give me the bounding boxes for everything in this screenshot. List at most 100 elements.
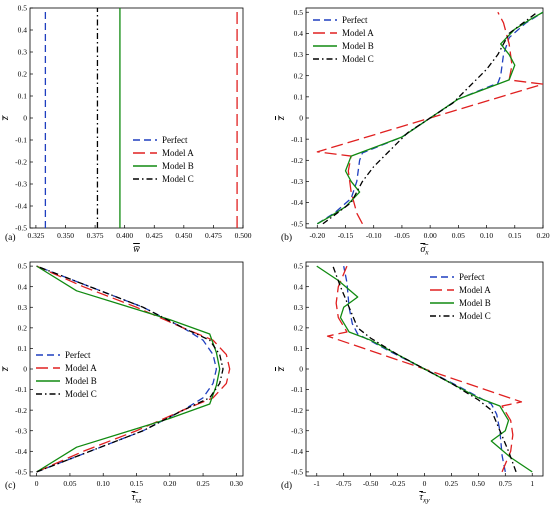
x-tick-label: 0.10 (97, 479, 110, 488)
y-tick-label: 0.5 (294, 262, 304, 271)
panel-a: 0.325 0.350 0.375 0.400 0.425 0.450 0.475 0.500… (0, 4, 252, 255)
y-tick-label: 0.3 (294, 50, 304, 59)
x-tick-label: 0.20 (163, 479, 176, 488)
y-tick-label: 0.4 (18, 26, 28, 35)
legend-label-model-b: Model B (342, 41, 374, 51)
series-line-model-b (36, 265, 221, 473)
legend-label-perfect: Perfect (459, 272, 485, 282)
legend-label-model-a: Model A (65, 363, 97, 373)
y-tick-label: 0.5 (294, 8, 304, 17)
y-tick-label: -0.4 (15, 202, 27, 211)
legend-label-model-b: Model B (162, 161, 194, 171)
y-tick-label: -0.3 (15, 426, 27, 435)
series-group (316, 11, 543, 225)
y-tick-label: -0.1 (15, 136, 27, 145)
x-tick-label: 0.00 (424, 231, 437, 240)
legend-label-model-c: Model C (342, 54, 374, 64)
y-tick-label: 0.2 (294, 71, 304, 80)
series-line-model-c (36, 265, 224, 473)
panel-c: 0 0.05 0.10 0.15 0.20 0.25 0.30 -0.5 -0.4 -0.3 -0.… (0, 261, 244, 505)
series-line-model-c (332, 265, 517, 473)
y-tick-label: 0 (299, 365, 303, 374)
x-tick-label: 0.15 (130, 479, 143, 488)
series-line-model-c (322, 11, 538, 225)
y-tick-label: 0 (23, 114, 27, 123)
plot-frame (29, 261, 244, 477)
legend-label-perfect: Perfect (162, 135, 188, 145)
legend-label-perfect: Perfect (342, 15, 368, 25)
y-tick-label: -0.4 (15, 447, 27, 456)
series-group (316, 265, 533, 473)
y-tick-label: -0.1 (291, 135, 303, 144)
y-tick-label: 0.3 (18, 48, 28, 57)
x-tick-label: 0.20 (536, 231, 549, 240)
x-axis-label: w̅ (133, 244, 140, 255)
x-axis-label: τ̅xy (419, 492, 430, 505)
y-tick-label: -0.2 (291, 406, 303, 415)
y-axis-label: z̅ (276, 365, 287, 372)
panel-label: (d) (281, 480, 292, 491)
y-tick-label: -0.5 (15, 467, 27, 476)
y-tick-label: -0.2 (291, 156, 303, 165)
series-group (36, 265, 231, 473)
x-tick-label: 0.05 (63, 479, 76, 488)
y-tick-label: -0.4 (291, 447, 303, 456)
x-tick-label: 0.75 (499, 479, 512, 488)
x-tick-label: -0.10 (366, 231, 382, 240)
y-tick-label: 0.3 (18, 303, 28, 312)
y-tick-label: 0.4 (18, 282, 28, 291)
y-tick-label: 0.1 (294, 92, 304, 101)
x-tick-label: 0.375 (87, 231, 104, 240)
x-tick-label: -0.20 (309, 231, 325, 240)
x-tick-label: -0.25 (390, 479, 406, 488)
panel-b: -0.20 -0.15 -0.10 -0.05 0.00 0.05 0.10 0.15 0.20… (276, 7, 550, 257)
y-tick-label: -0.2 (15, 406, 27, 415)
y-tick-label: -0.3 (291, 426, 303, 435)
x-tick-label: 0.500 (235, 231, 252, 240)
y-tick-label: -0.4 (291, 198, 303, 207)
x-tick-label: 0.25 (197, 479, 210, 488)
y-axis-label: z̅ (276, 114, 287, 121)
x-tick-label: 0.475 (205, 231, 222, 240)
panel-label: (a) (5, 232, 16, 243)
legend-label-model-c: Model C (162, 174, 194, 184)
legend: Perfect Model A Model B Model C (313, 15, 374, 64)
x-tick-label: 0 (35, 479, 39, 488)
x-tick-label: 0.425 (146, 231, 163, 240)
y-tick-label: 0.4 (294, 282, 304, 291)
y-tick-label: -0.1 (291, 385, 303, 394)
x-axis-label: τ̅xz (132, 492, 142, 505)
legend-label-model-a: Model A (342, 28, 374, 38)
y-tick-label: 0.2 (18, 323, 28, 332)
x-tick-label: -0.50 (363, 479, 379, 488)
legend: Perfect Model A Model B Model C (36, 350, 97, 399)
panel-label: (b) (281, 232, 292, 243)
panel-label: (c) (5, 480, 16, 491)
y-tick-label: 0.1 (294, 344, 304, 353)
x-tick-label: 0.350 (57, 231, 74, 240)
y-tick-label: 0.3 (294, 303, 304, 312)
y-tick-label: -0.5 (15, 224, 27, 233)
x-tick-label: 0.15 (508, 231, 521, 240)
x-tick-label: -0.15 (338, 231, 354, 240)
legend-label-perfect: Perfect (65, 350, 91, 360)
legend-label-model-a: Model A (162, 148, 194, 158)
y-tick-label: 0.1 (18, 344, 28, 353)
y-tick-label: -0.1 (15, 385, 27, 394)
x-tick-label: 0.10 (480, 231, 493, 240)
y-tick-label: -0.2 (15, 158, 27, 167)
legend-label-model-a: Model A (459, 285, 491, 295)
y-tick-label: -0.5 (291, 219, 303, 228)
x-tick-label: 0.450 (175, 231, 192, 240)
y-tick-label: 0.1 (18, 92, 28, 101)
legend: Perfect Model A Model B Model C (430, 272, 491, 321)
x-axis-label: σ̅x (420, 244, 429, 257)
x-tick-label: 0 (423, 479, 427, 488)
series-line-model-a (36, 265, 231, 473)
panel-d: -1 -0.75 -0.50 -0.25 0 0.25 0.50 0.75 1-0.5-0.4-… (276, 261, 544, 505)
y-tick-label: -0.3 (291, 177, 303, 186)
x-tick-label: 0.30 (230, 479, 243, 488)
x-tick-label: -0.05 (394, 231, 410, 240)
y-tick-label: 0.5 (18, 4, 28, 13)
